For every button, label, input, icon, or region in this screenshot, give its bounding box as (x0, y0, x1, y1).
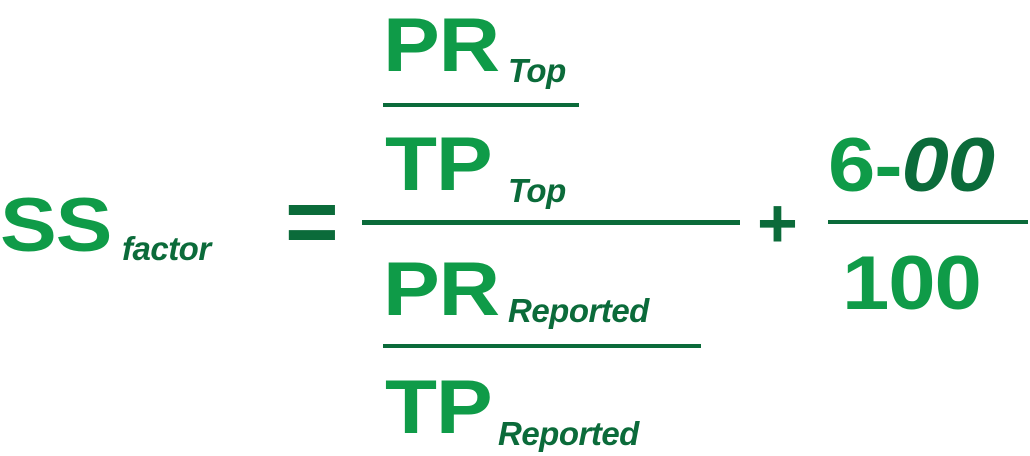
right-numerator-italic: 00 (901, 123, 995, 208)
right-fraction-bar (828, 220, 1028, 224)
right-numerator: 6-00 (828, 128, 995, 204)
pr-top-symbol: PR (383, 3, 500, 88)
plus-sign: + (757, 184, 798, 262)
main-fraction-bar (362, 220, 740, 225)
tp-top-subscript: Top (508, 172, 566, 209)
right-denominator: 100 (842, 241, 982, 326)
pr-reported-symbol: PR (383, 247, 500, 332)
tp-top-symbol: TP (385, 122, 493, 207)
tp-reported-symbol: TP (385, 365, 493, 450)
equals-sign: = (285, 171, 339, 273)
pr-reported-subscript: Reported (508, 292, 649, 329)
bottom-inner-fraction-bar (383, 344, 701, 348)
lhs-symbol: SS (0, 183, 112, 268)
top-inner-fraction-bar (383, 103, 579, 107)
tp-reported-subscript: Reported (498, 415, 639, 452)
pr-top-subscript: Top (508, 52, 566, 89)
right-numerator-main: 6- (828, 123, 903, 208)
lhs-subscript: factor (122, 230, 211, 267)
